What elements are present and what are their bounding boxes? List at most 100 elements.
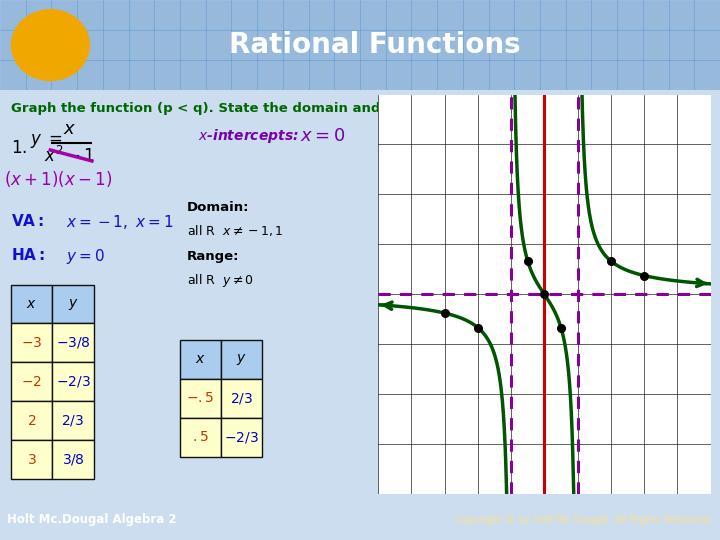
Bar [231,60,257,90]
Bar [334,60,360,90]
Bar [0,0,26,30]
Bar [514,30,540,60]
Text: $y\ =$: $y\ =$ [30,132,63,150]
Text: $2/3$: $2/3$ [230,391,253,406]
Bar [283,60,309,90]
Text: $2$: $2$ [27,414,37,428]
Bar [206,30,231,60]
FancyBboxPatch shape [53,440,94,479]
Bar [591,60,617,90]
Bar [386,30,411,60]
Text: $-3$: $-3$ [21,336,42,350]
Bar [309,0,334,30]
Bar [540,30,566,60]
Bar [617,60,643,90]
Text: $y$: $y$ [236,352,247,367]
Bar [360,0,386,30]
Text: $(x+1)(x-1)$: $(x+1)(x-1)$ [4,169,112,189]
Bar [669,0,694,30]
Bar [437,0,463,30]
FancyBboxPatch shape [12,323,53,362]
Text: $3/8$: $3/8$ [62,452,84,467]
Bar [77,30,103,60]
FancyBboxPatch shape [53,401,94,440]
Text: $-2/3$: $-2/3$ [55,374,91,389]
Bar [26,30,51,60]
Bar [514,60,540,90]
Bar [669,30,694,60]
Bar [643,30,669,60]
Bar [643,0,669,30]
Bar [129,0,154,30]
Bar [257,60,283,90]
FancyBboxPatch shape [180,340,221,379]
Text: all R  $x\neq-1, 1$: all R $x\neq-1, 1$ [187,223,284,238]
Bar [566,0,591,30]
Text: $.5$: $.5$ [192,430,209,444]
Text: $\mathbf{HA:}$: $\mathbf{HA:}$ [12,247,45,262]
Bar [386,60,411,90]
Bar [283,0,309,30]
FancyBboxPatch shape [53,323,94,362]
Bar [180,30,206,60]
Bar [437,60,463,90]
Text: $y=0$: $y=0$ [66,247,104,266]
Bar [514,0,540,30]
Bar [0,60,26,90]
Text: $y$: $y$ [68,296,78,312]
Bar [360,30,386,60]
Text: $x=-1,\ x=1$: $x=-1,\ x=1$ [66,213,173,231]
FancyBboxPatch shape [221,340,262,379]
Text: $-2/3$: $-2/3$ [224,430,259,444]
Bar [411,0,437,30]
Text: Copyright © by Holt Mc Dougal. All Rights Reserved.: Copyright © by Holt Mc Dougal. All Right… [456,515,713,525]
Bar [489,60,514,90]
Bar [206,60,231,90]
Text: $-2$: $-2$ [22,375,42,389]
Bar [489,30,514,60]
Bar [591,30,617,60]
Bar [206,0,231,30]
Text: all R  $y\neq 0$: all R $y\neq 0$ [187,272,254,289]
Bar [180,60,206,90]
Bar [669,60,694,90]
Bar [103,60,129,90]
Bar [257,30,283,60]
Bar [129,30,154,60]
Bar [51,30,77,60]
Bar [154,30,180,60]
Text: $1.$: $1.$ [12,139,27,157]
FancyBboxPatch shape [221,379,262,417]
Bar [257,0,283,30]
Bar [334,0,360,30]
Bar [334,30,360,60]
Text: Range:: Range: [187,250,240,263]
Bar [77,60,103,90]
Bar [411,30,437,60]
Bar [591,0,617,30]
Text: Graph the function (p < q). State the domain and range.: Graph the function (p < q). State the do… [12,103,434,116]
FancyBboxPatch shape [180,417,221,456]
Text: $-3/8$: $-3/8$ [56,335,90,350]
Text: $\mathbf{VA:}$: $\mathbf{VA:}$ [12,213,45,229]
Bar [154,60,180,90]
FancyBboxPatch shape [53,285,94,323]
FancyBboxPatch shape [221,417,262,456]
Bar [540,60,566,90]
Bar [694,30,720,60]
Bar [694,60,720,90]
Bar [0,30,26,60]
Bar [51,0,77,30]
Bar [411,60,437,90]
Bar [231,0,257,30]
Bar [77,0,103,30]
Bar [463,30,489,60]
Bar [463,0,489,30]
Bar [540,0,566,30]
Text: $x^2-1$: $x^2-1$ [44,146,94,166]
Text: Domain:: Domain: [187,201,250,214]
Bar [283,30,309,60]
FancyBboxPatch shape [12,285,53,323]
Text: $-.5$: $-.5$ [186,391,215,405]
Bar [566,60,591,90]
